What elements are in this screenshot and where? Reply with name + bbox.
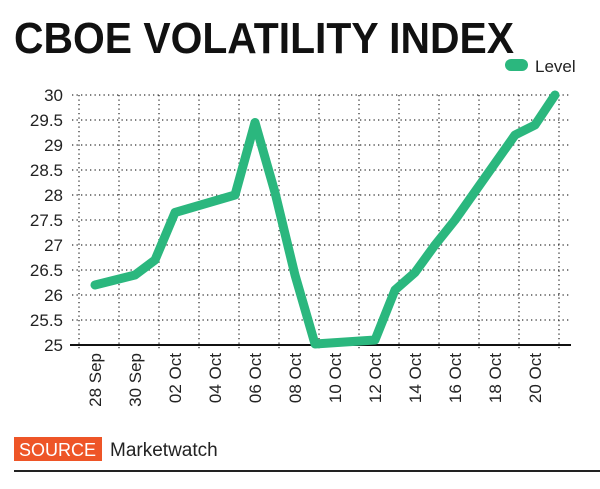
data-point (154, 259, 156, 261)
x-tick-label: 10 Oct (326, 353, 345, 403)
data-point (174, 212, 176, 213)
x-tick-label: 18 Oct (486, 353, 505, 403)
data-point (554, 94, 556, 96)
y-tick-label: 26.5 (30, 261, 63, 280)
data-point (274, 192, 276, 193)
x-tick-label: 14 Oct (406, 353, 425, 403)
data-point (134, 274, 136, 276)
source-line: SOURCE Marketwatch (14, 437, 218, 461)
x-tick-label: 06 Oct (246, 353, 265, 403)
y-tick-label: 30 (44, 86, 63, 105)
legend: Level (505, 57, 576, 76)
x-tick-label: 12 Oct (366, 353, 385, 403)
chart-title: CBOE VOLATILITY INDEX (14, 14, 514, 63)
data-point (254, 122, 256, 123)
legend-swatch (505, 59, 528, 71)
y-tick-label: 28 (44, 186, 63, 205)
legend-label: Level (535, 57, 576, 76)
data-point (314, 343, 316, 345)
data-point (414, 272, 416, 273)
series-line-level (90, 90, 560, 349)
source-label: SOURCE (19, 440, 96, 460)
data-point (534, 124, 536, 126)
data-point (234, 194, 236, 196)
y-tick-label: 29 (44, 136, 63, 155)
data-point (434, 244, 436, 246)
data-point (294, 274, 296, 276)
y-tick-label: 26 (44, 286, 63, 305)
y-tick-label: 28.5 (30, 161, 63, 180)
data-point (374, 339, 376, 341)
y-tick-label: 29.5 (30, 111, 63, 130)
data-point (94, 284, 96, 286)
x-tick-label: 28 Sep (86, 353, 105, 407)
x-tick-label: 08 Oct (286, 353, 305, 403)
y-tick-label: 25.5 (30, 311, 63, 330)
source-name: Marketwatch (110, 440, 218, 461)
y-tick-label: 27 (44, 236, 63, 255)
x-tick-label: 30 Sep (126, 353, 145, 407)
y-tick-label: 25 (44, 336, 63, 355)
x-tick-label: 20 Oct (526, 353, 545, 403)
source-badge (14, 437, 102, 461)
data-point (514, 134, 516, 136)
x-tick-label: 02 Oct (166, 353, 185, 403)
x-tick-label: 04 Oct (206, 353, 225, 403)
x-tick-label: 16 Oct (446, 353, 465, 403)
y-tick-label: 27.5 (30, 211, 63, 230)
data-point (454, 219, 456, 221)
data-point (394, 289, 396, 291)
data-point (114, 279, 116, 281)
